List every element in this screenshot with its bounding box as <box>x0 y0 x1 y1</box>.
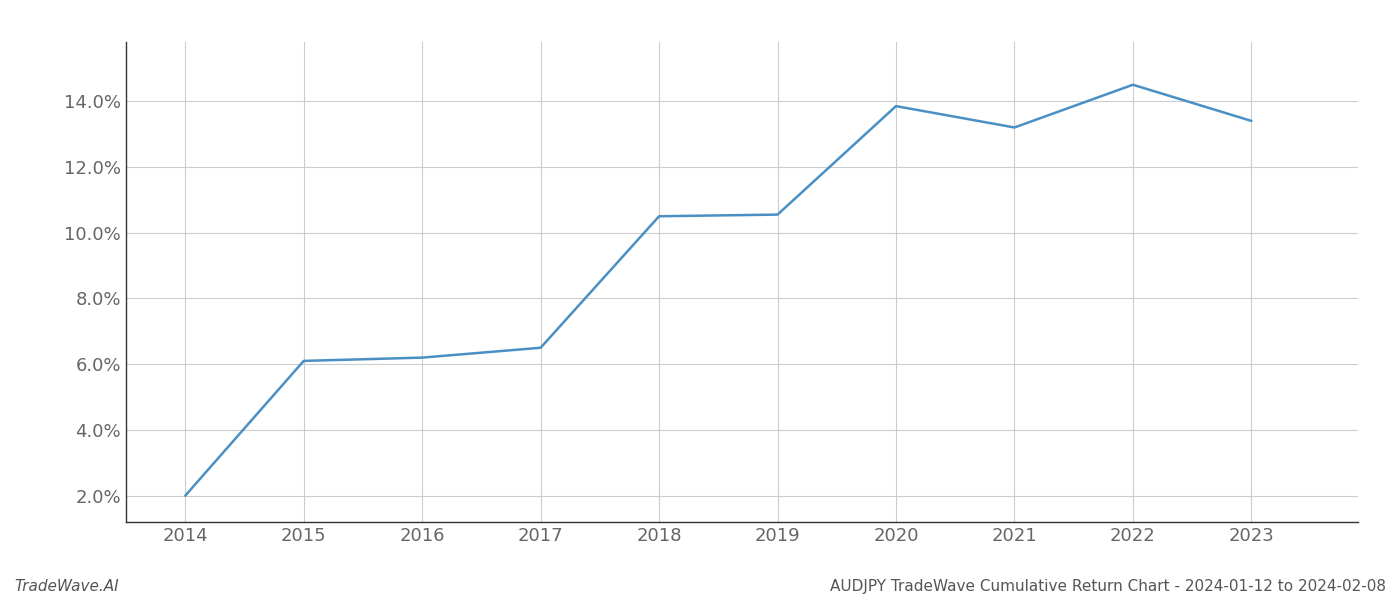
Text: TradeWave.AI: TradeWave.AI <box>14 579 119 594</box>
Text: AUDJPY TradeWave Cumulative Return Chart - 2024-01-12 to 2024-02-08: AUDJPY TradeWave Cumulative Return Chart… <box>830 579 1386 594</box>
